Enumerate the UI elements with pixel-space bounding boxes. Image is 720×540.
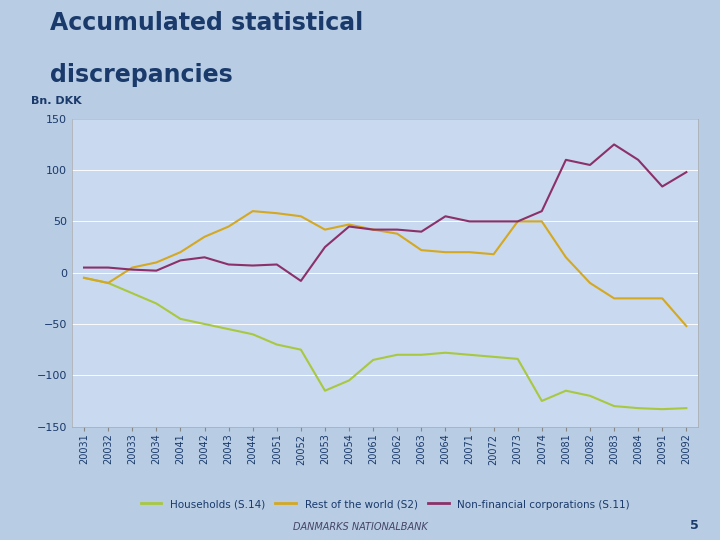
Text: Accumulated statistical: Accumulated statistical xyxy=(50,11,364,35)
Text: Bn. DKK: Bn. DKK xyxy=(31,97,82,106)
Legend: Households (S.14), Rest of the world (S2), Non-financial corporations (S.11): Households (S.14), Rest of the world (S2… xyxy=(136,495,634,514)
Text: discrepancies: discrepancies xyxy=(50,63,233,86)
Text: DANMARKS NATIONALBANK: DANMARKS NATIONALBANK xyxy=(292,522,428,532)
Text: 5: 5 xyxy=(690,519,698,532)
